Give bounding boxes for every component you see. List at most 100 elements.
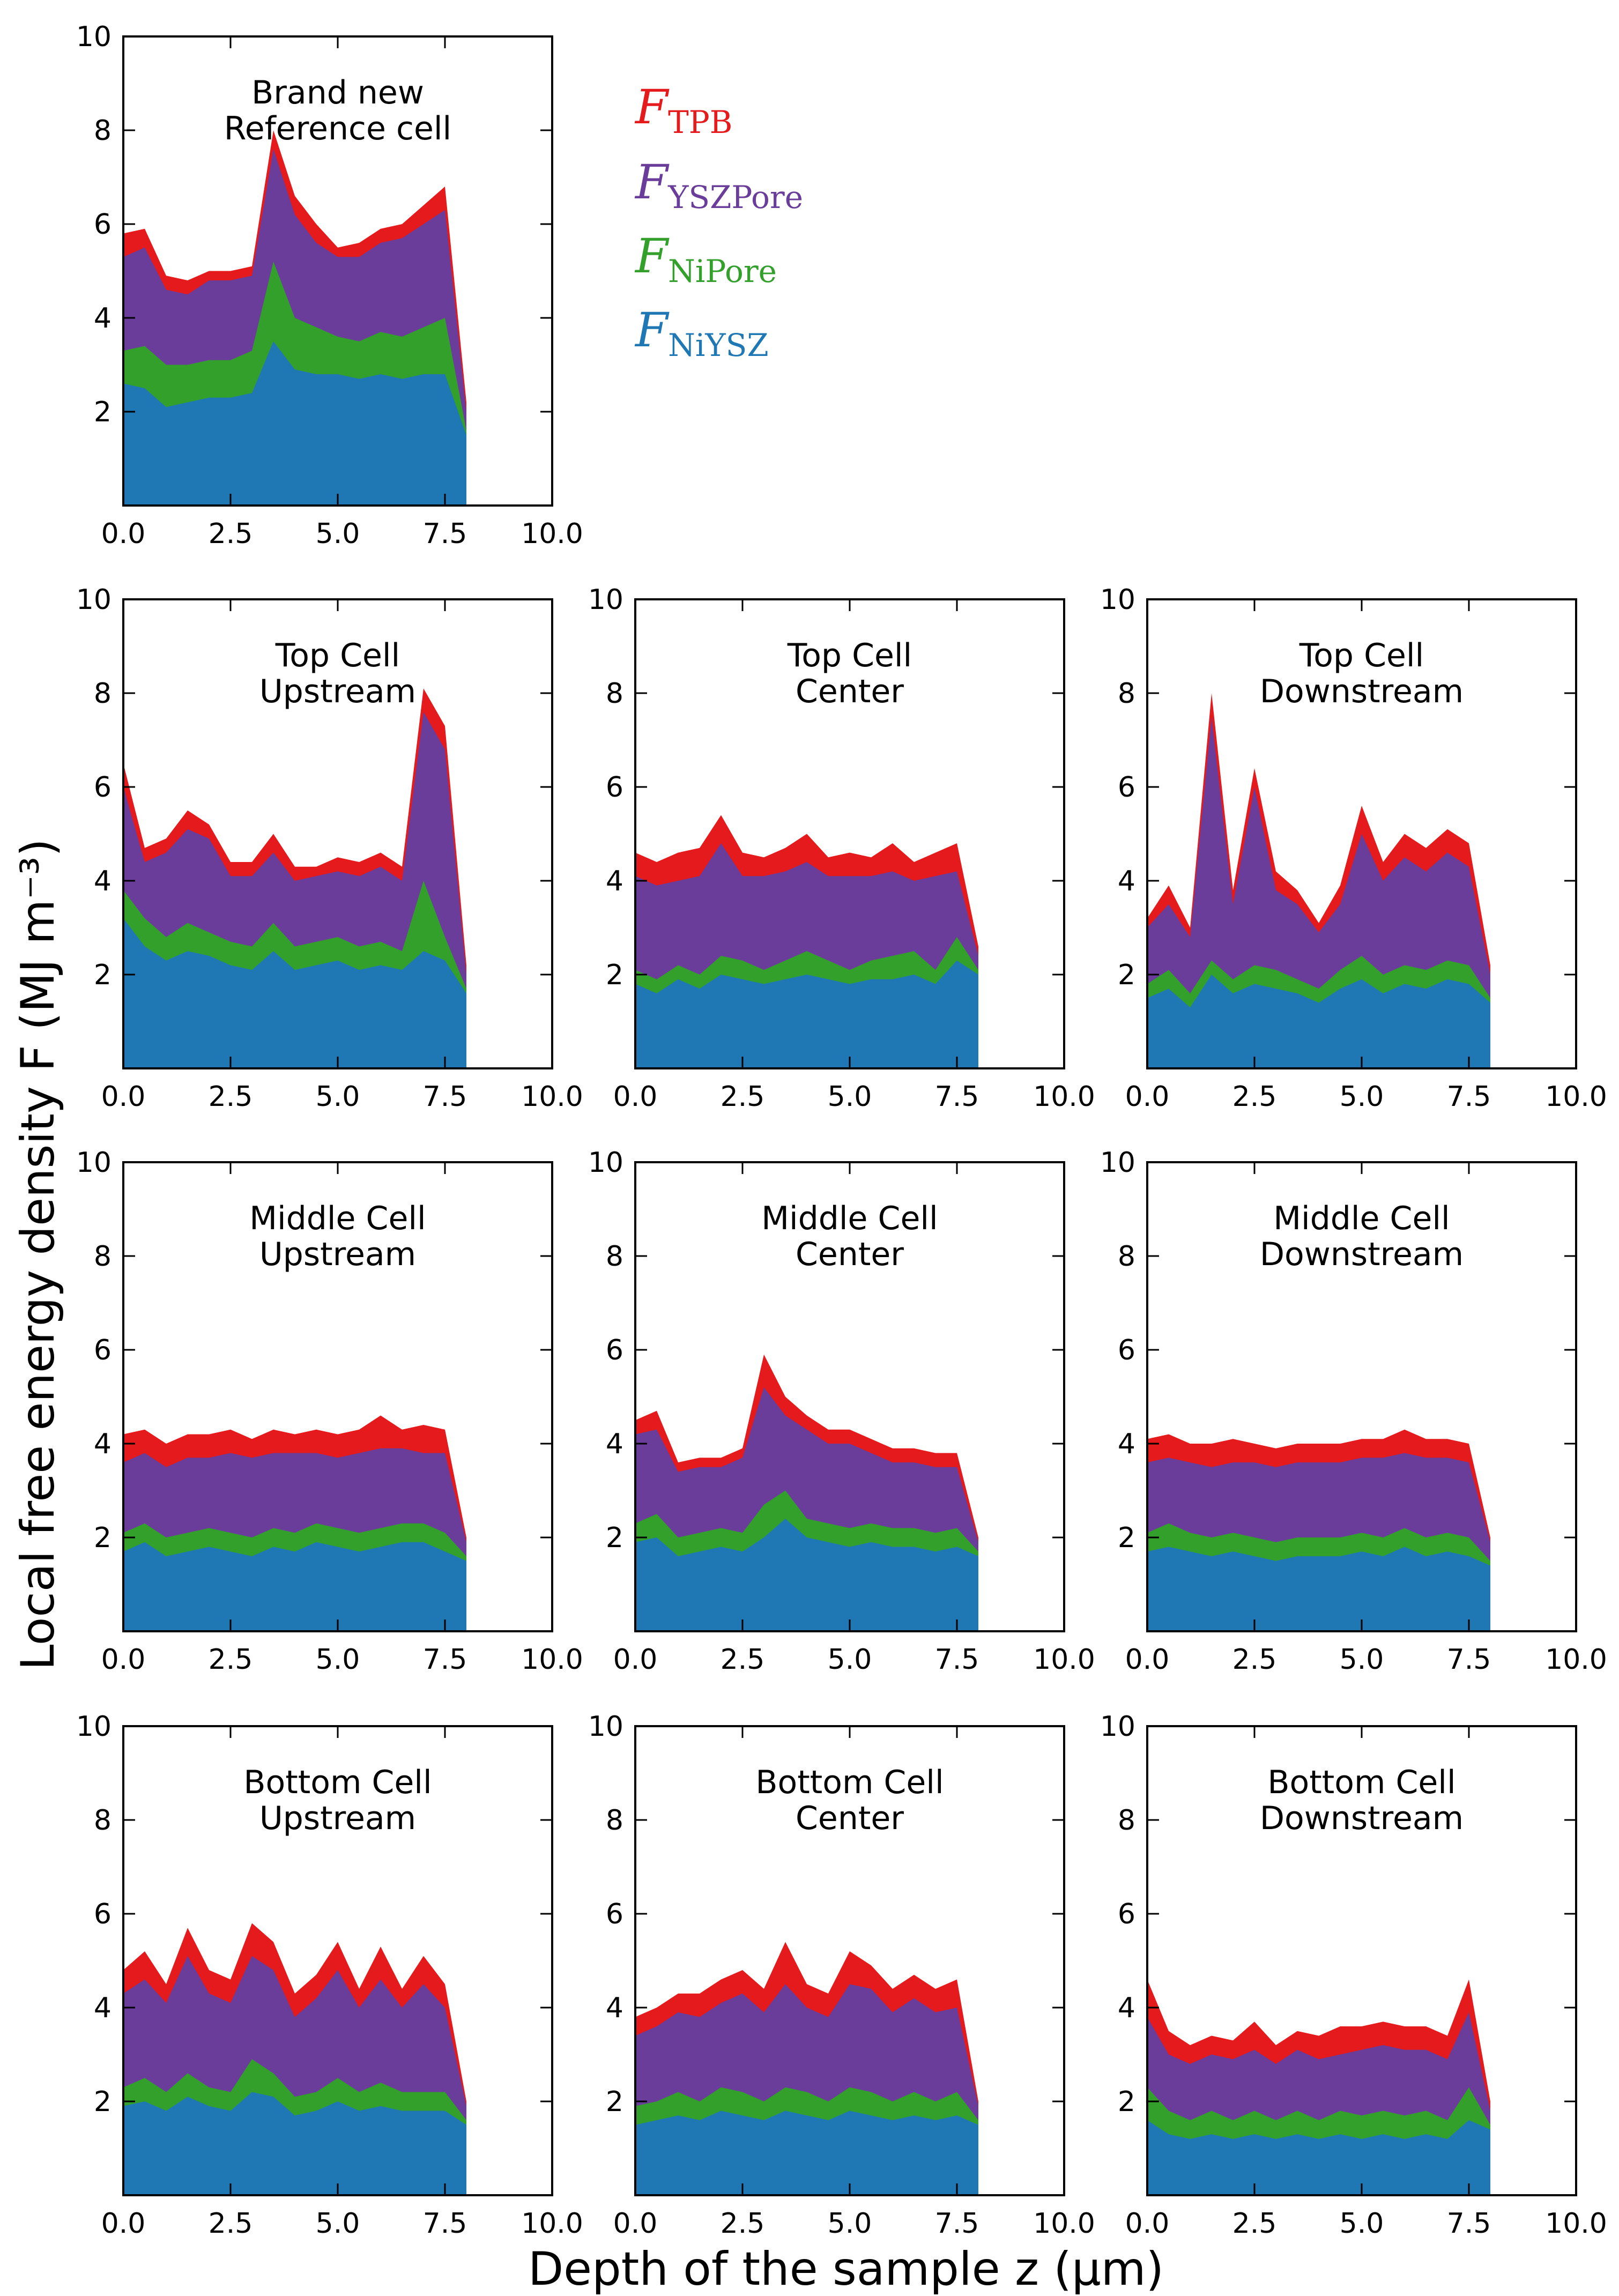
y-tick-label: 4 <box>606 865 623 897</box>
y-tick-label: 8 <box>1118 1804 1135 1837</box>
panel-title-line2: Upstream <box>259 1236 416 1273</box>
y-tick-label: 6 <box>94 1334 112 1366</box>
y-tick-label: 2 <box>1118 2086 1135 2118</box>
x-tick-label: 7.5 <box>935 1081 979 1113</box>
y-tick-label: 8 <box>606 1804 623 1837</box>
y-tick-label: 10 <box>76 584 112 616</box>
x-tick-label: 10.0 <box>521 1081 583 1113</box>
x-tick-label: 10.0 <box>1033 2208 1095 2240</box>
panels: 0.0 2.5 5.0 7.5 10.0 2 4 6 8 10 Brand newReference… <box>76 21 1607 2240</box>
panel-title-line1: Middle Cell <box>1273 1200 1450 1237</box>
x-tick-label: 5.0 <box>1340 1644 1384 1676</box>
y-tick-label: 4 <box>606 1428 623 1460</box>
x-tick-label: 0.0 <box>101 518 146 550</box>
y-tick-label: 2 <box>1118 959 1135 991</box>
y-tick-label: 10 <box>76 21 112 53</box>
x-tick-label: 7.5 <box>423 518 467 550</box>
y-tick-label: 8 <box>1118 678 1135 710</box>
y-tick-label: 4 <box>1118 865 1135 897</box>
y-tick-label: 10 <box>1100 1711 1135 1743</box>
panel-title-line2: Center <box>796 673 904 710</box>
x-tick-label: 7.5 <box>423 2208 467 2240</box>
y-tick-label: 10 <box>76 1711 112 1743</box>
y-tick-label: 4 <box>94 865 112 897</box>
x-tick-label: 2.5 <box>721 1644 765 1676</box>
x-tick-label: 0.0 <box>101 2208 146 2240</box>
y-tick-label: 2 <box>94 959 112 991</box>
x-tick-label: 2.5 <box>1232 2208 1277 2240</box>
x-tick-label: 5.0 <box>316 2208 360 2240</box>
y-tick-label: 8 <box>94 1804 112 1837</box>
area-niysz <box>1147 975 1490 1068</box>
panel-title-line1: Top Cell <box>1299 637 1424 674</box>
x-tick-label: 5.0 <box>316 1081 360 1113</box>
y-tick-label: 6 <box>94 209 112 241</box>
area-niysz <box>635 1519 978 1631</box>
y-tick-label: 4 <box>94 302 112 335</box>
y-tick-label: 10 <box>588 584 623 616</box>
x-tick-label: 2.5 <box>721 1081 765 1113</box>
y-tick-label: 6 <box>1118 1898 1135 1930</box>
panel-title-line2: Downstream <box>1260 1236 1464 1273</box>
area-niysz <box>123 1542 466 1631</box>
y-tick-label: 10 <box>76 1147 112 1179</box>
y-tick-label: 2 <box>94 396 112 428</box>
x-tick-label: 10.0 <box>521 518 583 550</box>
panel-title-line1: Middle Cell <box>249 1200 426 1237</box>
y-tick-label: 2 <box>606 959 623 991</box>
x-tick-label: 5.0 <box>1340 2208 1384 2240</box>
panel-title-line1: Bottom Cell <box>243 1764 432 1801</box>
x-tick-label: 10.0 <box>1033 1644 1095 1676</box>
x-tick-label: 10.0 <box>521 1644 583 1676</box>
y-tick-label: 8 <box>1118 1240 1135 1273</box>
area-niysz <box>1147 2120 1490 2195</box>
x-tick-label: 7.5 <box>1447 2208 1491 2240</box>
y-tick-label: 2 <box>606 1522 623 1554</box>
x-tick-label: 0.0 <box>1125 1644 1170 1676</box>
area-niysz <box>123 2092 466 2195</box>
x-tick-label: 7.5 <box>1447 1644 1491 1676</box>
x-tick-label: 2.5 <box>209 518 253 550</box>
panel-title-line2: Reference cell <box>224 110 451 147</box>
y-tick-label: 10 <box>1100 584 1135 616</box>
legend-entry-nipore: FNiPore <box>634 228 777 289</box>
x-tick-label: 7.5 <box>935 2208 979 2240</box>
x-tick-label: 10.0 <box>521 2208 583 2240</box>
x-tick-label: 5.0 <box>316 1644 360 1676</box>
area-niysz <box>635 2111 978 2195</box>
x-tick-label: 5.0 <box>316 518 360 550</box>
y-tick-label: 6 <box>94 771 112 804</box>
panel-title-line1: Top Cell <box>275 637 400 674</box>
y-tick-label: 4 <box>1118 1992 1135 2024</box>
x-tick-label: 0.0 <box>613 1081 658 1113</box>
panel-title-line2: Upstream <box>259 1800 416 1837</box>
area-niysz <box>635 960 978 1068</box>
panel-5: 0.0 2.5 5.0 7.5 10.0 2 4 6 8 10 Middle CellUpstrea… <box>76 1147 583 1676</box>
x-tick-label: 2.5 <box>209 1644 253 1676</box>
x-tick-label: 10.0 <box>1545 2208 1607 2240</box>
y-tick-label: 4 <box>1118 1428 1135 1460</box>
y-tick-label: 6 <box>606 1898 623 1930</box>
legend-entry-tpb: FTPB <box>634 79 732 140</box>
y-tick-label: 6 <box>606 771 623 804</box>
y-tick-label: 6 <box>94 1898 112 1930</box>
panel-title-line1: Top Cell <box>787 637 912 674</box>
panel-title-line2: Center <box>796 1800 904 1837</box>
panel-title-line2: Downstream <box>1260 673 1464 710</box>
x-tick-label: 0.0 <box>613 1644 658 1676</box>
y-tick-label: 4 <box>94 1992 112 2024</box>
area-niysz <box>1147 1547 1490 1631</box>
y-tick-label: 8 <box>94 115 112 147</box>
x-tick-label: 5.0 <box>828 1644 872 1676</box>
panel-title-line2: Center <box>796 1236 904 1273</box>
x-tick-label: 2.5 <box>1232 1644 1277 1676</box>
y-tick-label: 2 <box>1118 1522 1135 1554</box>
x-tick-label: 2.5 <box>209 2208 253 2240</box>
y-axis-title: Local free energy density F (MJ m⁻³) <box>11 838 65 1670</box>
x-tick-label: 7.5 <box>935 1644 979 1676</box>
y-tick-label: 10 <box>588 1147 623 1179</box>
